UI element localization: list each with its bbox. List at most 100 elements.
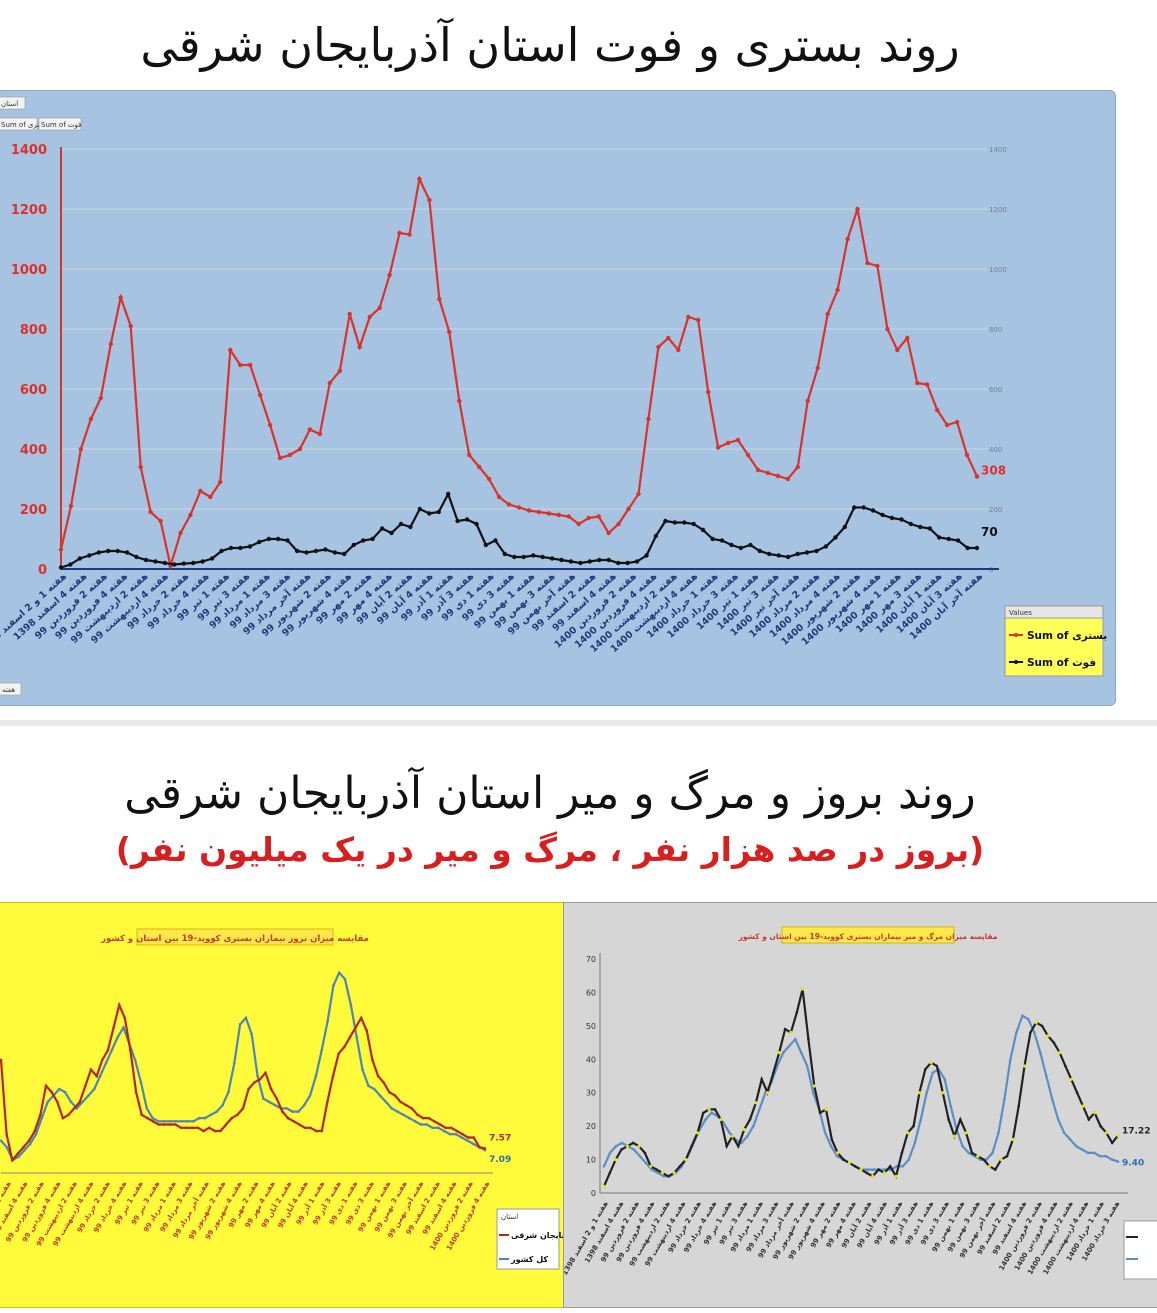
mortality-yellow-marker-74 <box>1034 1020 1038 1025</box>
data-point-1-55 <box>320 1048 324 1052</box>
data-point-1-95 <box>955 538 961 543</box>
data-point-0-74 <box>416 1113 419 1117</box>
data-point-0-48 <box>536 509 542 515</box>
data-point-1-26 <box>304 550 309 555</box>
data-point-0-49 <box>546 511 552 516</box>
data-point-1-24 <box>746 1134 749 1138</box>
data-point-1-15 <box>200 559 205 564</box>
data-point-1-0 <box>58 565 64 570</box>
data-point-1-71 <box>413 1120 417 1123</box>
data-point-0-79 <box>845 236 850 242</box>
data-point-0-2 <box>11 1158 14 1162</box>
y-tick-right-2: 400 <box>989 446 1002 454</box>
data-point-0-57 <box>935 1064 939 1068</box>
data-point-0-31 <box>174 1123 177 1126</box>
filter-chip-hosp-label: Sum of بستری <box>1 121 48 129</box>
data-point-1-6 <box>115 548 120 554</box>
data-point-0-73 <box>1029 1031 1032 1034</box>
incidence-title: مقایسه میزان بروز بیماران بستری کووید-19… <box>100 934 369 944</box>
data-point-0-26 <box>317 431 323 437</box>
data-point-0-17 <box>95 1074 98 1078</box>
data-point-0-16 <box>89 1068 93 1071</box>
data-point-0-25 <box>140 1113 143 1117</box>
data-point-1-60 <box>349 1003 353 1007</box>
data-point-1-86 <box>870 508 876 513</box>
data-point-0-2 <box>78 446 84 452</box>
data-label-last-province: 7.57 <box>489 1134 511 1144</box>
data-point-1-21 <box>257 539 262 545</box>
data-point-0-47 <box>264 1071 267 1075</box>
series-line-1 <box>602 1014 1119 1178</box>
data-point-0-32 <box>377 305 382 311</box>
data-point-1-59 <box>343 977 347 981</box>
mortality-yellow-marker-80 <box>1069 1077 1073 1081</box>
data-point-0-41 <box>842 1158 845 1161</box>
data-point-1-79 <box>460 1136 464 1139</box>
data-point-1-74 <box>431 1126 434 1130</box>
data-point-1-17 <box>219 548 224 554</box>
data-point-0-26 <box>146 1116 149 1120</box>
data-point-1-79 <box>1074 1144 1078 1148</box>
data-point-0-90 <box>954 419 960 425</box>
y-tick-right-5: 1000 <box>989 266 1007 274</box>
y-tick-right-4: 800 <box>989 326 1002 334</box>
data-point-1-39 <box>835 1154 839 1158</box>
data-point-0-10 <box>56 1100 59 1104</box>
data-point-1-44 <box>865 1168 869 1171</box>
data-point-1-55 <box>578 560 583 566</box>
data-point-0-4 <box>98 395 104 401</box>
data-point-1-16 <box>209 556 215 561</box>
data-point-1-78 <box>454 1132 458 1136</box>
data-point-1-20 <box>116 1036 119 1039</box>
mortality-title-bg <box>781 926 955 944</box>
data-point-0-25 <box>748 1118 752 1121</box>
data-point-0-57 <box>626 506 631 512</box>
mortality-yellow-marker-88 <box>1116 1133 1120 1137</box>
data-point-1-44 <box>474 521 479 527</box>
data-label-last-country: 7.09 <box>489 1155 511 1165</box>
data-point-0-25 <box>307 427 313 432</box>
data-point-1-51 <box>540 554 545 560</box>
data-point-0-45 <box>506 502 512 507</box>
data-point-1-54 <box>314 1074 318 1078</box>
data-point-0-7 <box>643 1151 647 1155</box>
data-point-1-19 <box>110 1048 114 1052</box>
legend-marker-1 <box>1014 660 1018 664</box>
mortality-yellow-marker-10 <box>660 1171 664 1175</box>
data-point-1-45 <box>483 542 489 548</box>
data-point-0-85 <box>1099 1124 1102 1128</box>
data-point-1-70 <box>407 1116 411 1120</box>
data-point-0-18 <box>238 362 243 368</box>
series-line-1 <box>0 970 486 1162</box>
data-point-0-20 <box>112 1026 115 1029</box>
data-point-1-7 <box>124 550 130 555</box>
axis-field-chip-label: هفته <box>2 686 15 694</box>
data-point-1-32 <box>794 1037 797 1041</box>
series-line-0 <box>602 988 1119 1187</box>
data-point-0-49 <box>888 1165 892 1168</box>
data-point-1-86 <box>1116 1160 1120 1163</box>
data-point-1-71 <box>729 542 734 548</box>
data-point-1-24 <box>139 1081 143 1084</box>
data-point-0-27 <box>151 1120 155 1123</box>
data-point-1-76 <box>1056 1118 1060 1121</box>
data-point-1-8 <box>650 1168 654 1171</box>
data-point-0-27 <box>327 380 332 386</box>
data-point-0-3 <box>88 416 94 422</box>
mortality-y-tick-0: 0 <box>591 1189 596 1198</box>
data-point-0-60 <box>337 1052 341 1055</box>
data-point-1-27 <box>313 548 319 554</box>
data-point-0-59 <box>646 416 651 422</box>
data-point-1-25 <box>145 1107 149 1110</box>
data-point-1-17 <box>98 1074 102 1078</box>
legend-header-bg <box>1004 605 1104 619</box>
data-point-1-73 <box>1039 1051 1042 1054</box>
data-point-0-1 <box>68 503 74 509</box>
data-point-0-85 <box>905 335 910 341</box>
data-point-1-47 <box>273 1103 277 1107</box>
data-point-1-82 <box>1092 1151 1096 1155</box>
data-point-0-3 <box>620 1148 623 1151</box>
data-point-0-15 <box>84 1084 87 1088</box>
data-point-1-33 <box>370 536 375 542</box>
